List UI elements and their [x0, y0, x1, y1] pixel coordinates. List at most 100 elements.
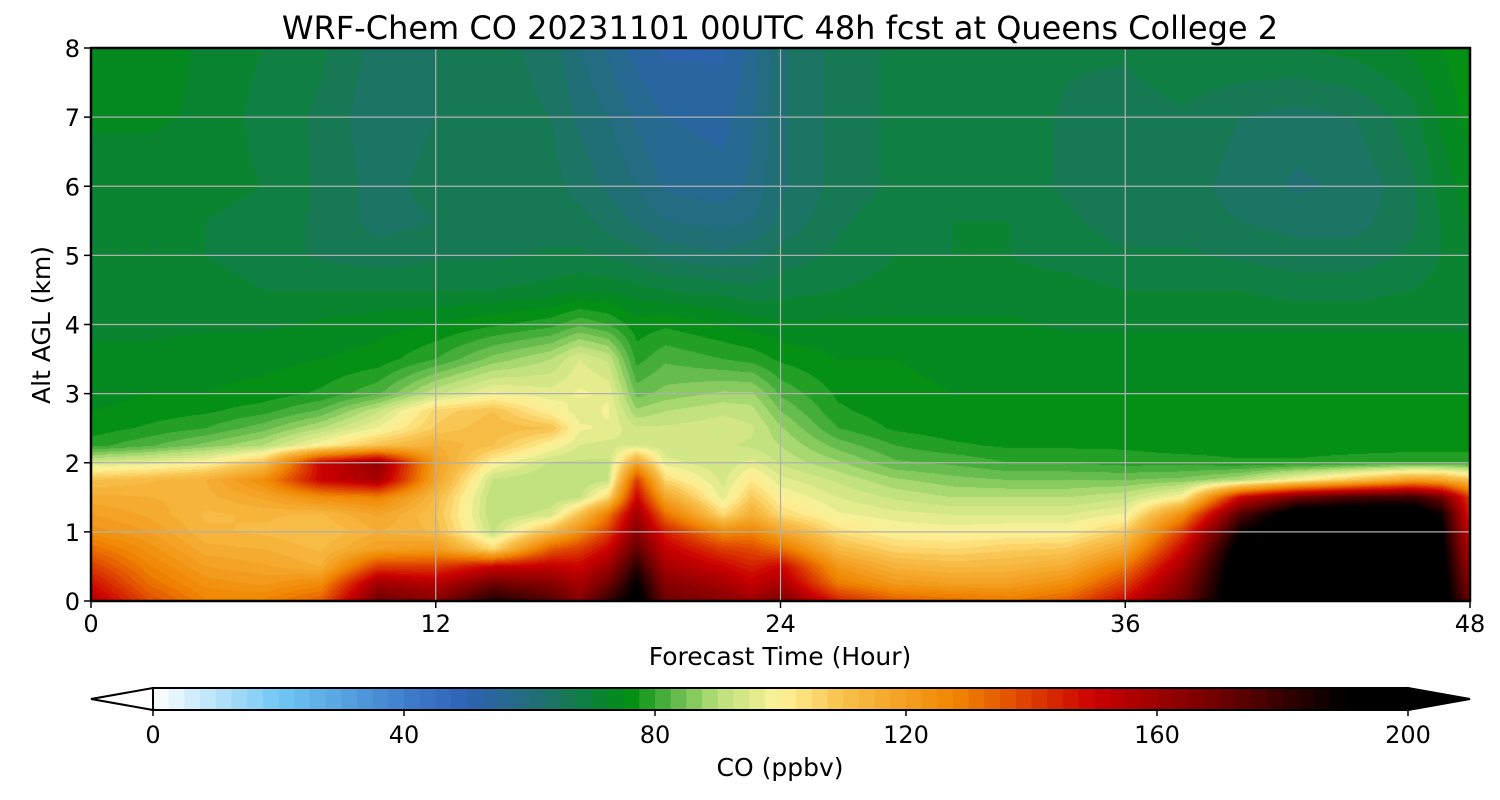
colorbar-segment — [1251, 688, 1268, 710]
colorbar-segment — [576, 688, 593, 710]
colorbar-segment — [404, 688, 421, 710]
y-tick-label: 2 — [65, 450, 80, 478]
colorbar-segment — [717, 688, 735, 710]
colorbar-segment — [827, 688, 844, 710]
colorbar-segment — [1125, 688, 1142, 710]
y-tick-label: 7 — [65, 104, 80, 132]
colorbar-segment — [1109, 688, 1127, 710]
colorbar-label: CO (ppbv) — [717, 753, 844, 782]
x-tick-label: 12 — [420, 610, 451, 638]
y-tick-label: 4 — [65, 312, 80, 340]
colorbar-segment — [1266, 688, 1284, 710]
colorbar-segment — [796, 688, 813, 710]
colorbar-segment — [231, 688, 248, 710]
colorbar-segment — [1015, 688, 1033, 710]
colorbar-segment — [498, 688, 515, 710]
colorbar-tick-label: 80 — [640, 721, 671, 749]
colorbar-segment — [1204, 688, 1221, 710]
colorbar-segment — [874, 688, 891, 710]
colorbar-segment — [953, 688, 970, 710]
colorbar-segment — [294, 688, 311, 710]
colorbar-segment — [1172, 688, 1189, 710]
colorbar-segment — [686, 688, 703, 710]
colorbar-tick-label: 160 — [1134, 721, 1180, 749]
colorbar-segment — [1141, 688, 1158, 710]
colorbar-segment — [1313, 688, 1331, 710]
colorbar-segment — [984, 688, 1001, 710]
colorbar-segment — [529, 688, 546, 710]
colorbar-segment — [1298, 688, 1315, 710]
colorbar-segment — [858, 688, 876, 710]
colorbar-segment — [372, 688, 389, 710]
grid-lines — [91, 48, 1470, 601]
colorbar-segment — [466, 688, 484, 710]
colorbar-segment — [749, 688, 766, 710]
y-tick-label: 5 — [65, 242, 80, 270]
colorbar-segment — [309, 688, 327, 710]
y-tick-label: 1 — [65, 519, 80, 547]
x-tick-label: 24 — [765, 610, 796, 638]
colorbar-segment — [419, 688, 436, 710]
colorbar-segment — [247, 688, 264, 710]
colorbar-segment — [435, 688, 452, 710]
colorbar-segment — [655, 688, 672, 710]
colorbar-segment — [1392, 688, 1409, 710]
colorbar-segment — [1047, 688, 1064, 710]
colorbar-segment — [1062, 688, 1080, 710]
x-axis-label: Forecast Time (Hour) — [649, 642, 912, 671]
colorbar-segment — [670, 688, 687, 710]
colorbar-segment — [639, 688, 656, 710]
colorbar-segment — [1282, 688, 1299, 710]
colorbar-segment — [1376, 688, 1393, 710]
colorbar-segment — [278, 688, 295, 710]
colorbar-segment — [811, 688, 829, 710]
colorbar-segment — [623, 688, 640, 710]
colorbar-ticks: 0 40 80 120 160 200 — [145, 710, 1431, 749]
colorbar-segment — [906, 688, 923, 710]
colorbar-segment — [1219, 688, 1237, 710]
y-axis: 0 1 2 3 4 5 6 7 8 — [65, 35, 91, 616]
colorbar-segment — [153, 688, 170, 710]
colorbar-segment — [1078, 688, 1095, 710]
x-axis: 0 12 24 36 48 — [83, 601, 1485, 638]
colorbar-segment — [513, 688, 531, 710]
colorbar-segment — [215, 688, 233, 710]
colorbar-segment — [937, 688, 954, 710]
colorbar-segment — [451, 688, 468, 710]
colorbar: 0 40 80 120 160 200 CO (ppbv) — [90, 686, 1471, 782]
colorbar-segment — [325, 688, 342, 710]
colorbar-frame — [152, 687, 1409, 711]
colorbar-segment — [764, 688, 782, 710]
colorbar-segment — [1345, 688, 1362, 710]
colorbar-segment — [607, 688, 625, 710]
colorbar-segment — [968, 688, 986, 710]
y-tick-label: 3 — [65, 381, 80, 409]
colorbar-segment — [1188, 688, 1205, 710]
colorbar-segment — [184, 688, 201, 710]
colorbar-segment — [843, 688, 860, 710]
colorbar-segment — [262, 688, 280, 710]
colorbar-extend-min — [90, 686, 154, 712]
colorbar-segment — [560, 688, 578, 710]
colorbar-tick-label: 200 — [1385, 721, 1431, 749]
colorbar-segment — [388, 688, 405, 710]
colorbar-segment — [356, 688, 374, 710]
colorbar-segment — [1157, 688, 1174, 710]
colorbar-segment — [545, 688, 562, 710]
chart-title: WRF-Chem CO 20231101 00UTC 48h fcst at Q… — [282, 9, 1278, 47]
y-tick-label: 6 — [65, 173, 80, 201]
colorbar-segment — [1360, 688, 1378, 710]
colorbar-segment — [341, 688, 358, 710]
x-tick-label: 0 — [83, 610, 98, 638]
colorbar-segment — [1329, 688, 1346, 710]
y-tick-label: 0 — [65, 588, 80, 616]
colorbar-segment — [592, 688, 609, 710]
colorbar-segment — [200, 688, 217, 710]
colorbar-segment — [702, 688, 719, 710]
colorbar-segments — [153, 688, 1409, 710]
colorbar-segment — [921, 688, 938, 710]
colorbar-segment — [733, 688, 750, 710]
colorbar-segment — [890, 688, 907, 710]
